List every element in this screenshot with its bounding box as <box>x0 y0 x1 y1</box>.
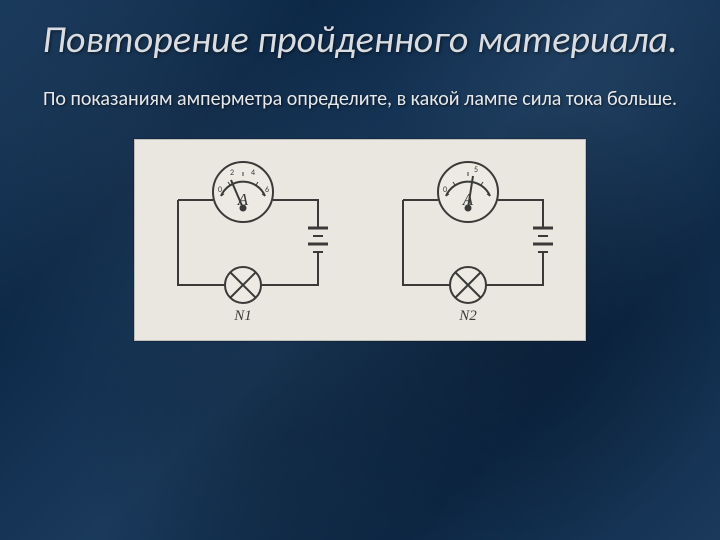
scale-0: 0 <box>218 185 222 195</box>
scale-0: 0 <box>443 185 447 195</box>
ammeter-letter: A <box>461 190 473 209</box>
slide-title: Повторение пройденного материала. <box>0 0 720 64</box>
circuit-n2: A 0 5 N2 <box>373 150 573 330</box>
figure-container: A 0 2 4 6 N1 <box>0 139 720 341</box>
circuit-figure: A 0 2 4 6 N1 <box>134 139 586 341</box>
circuit-label-n2: N2 <box>458 308 477 324</box>
ammeter-letter: A <box>236 190 248 209</box>
slide-subtitle: По показаниям амперметра определите, в к… <box>0 86 720 113</box>
circuit-n1: A 0 2 4 6 N1 <box>148 150 348 330</box>
scale-4: 4 <box>251 168 255 178</box>
scale-5: 5 <box>474 165 478 175</box>
scale-6: 6 <box>265 185 269 195</box>
circuit-label-n1: N1 <box>233 308 252 324</box>
scale-2: 2 <box>230 168 234 178</box>
